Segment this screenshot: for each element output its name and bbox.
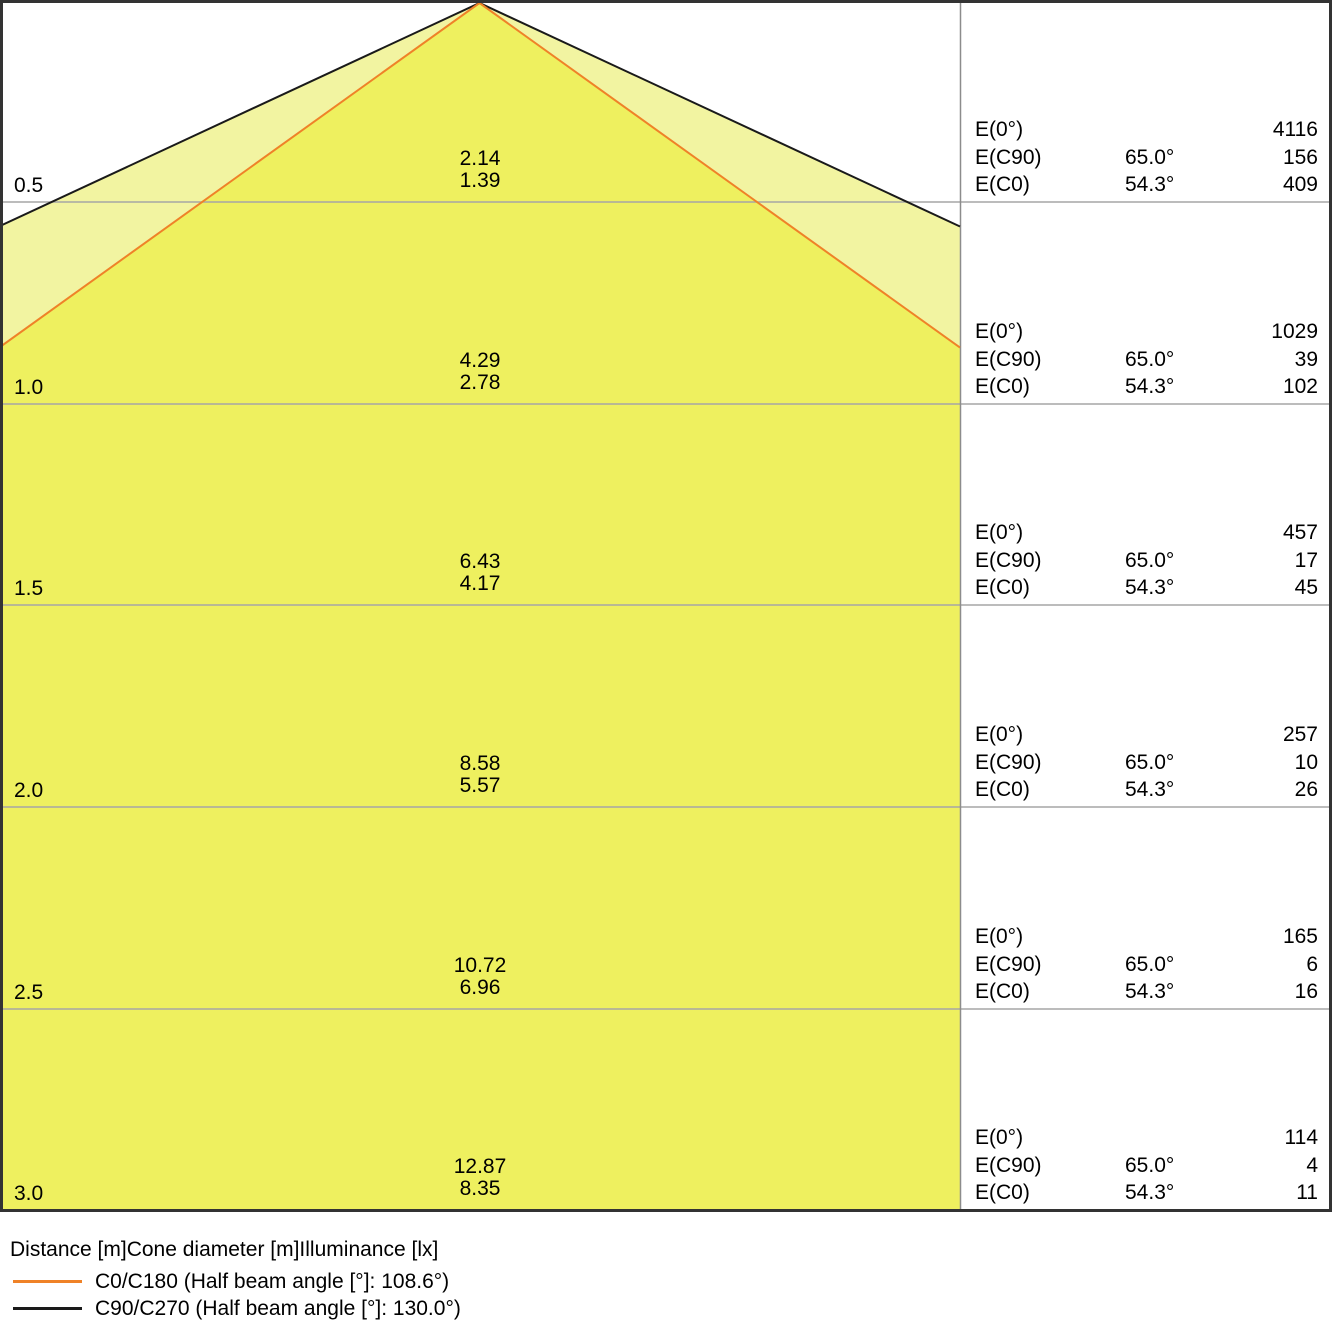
illuminance-block: E(0°) 1029 E(C90) 65.0° 39 E(C0) 54.3° 102 [975,318,1318,401]
ec90-angle: 65.0° [1125,952,1175,976]
e0-value: 1029 [1271,320,1318,343]
ec0-angle: 54.3° [1125,1181,1175,1204]
e0-label: E(0°) [975,320,1024,343]
ec0-value: 45 [1294,576,1318,599]
e0-label: E(0°) [975,1126,1024,1149]
ec90-value: 156 [1282,145,1318,169]
e0-value: 114 [1284,1126,1318,1149]
diagram-frame [0,0,1332,1212]
distance-label: 1.5 [14,577,44,600]
ec90-value: 4 [1306,1153,1318,1177]
ec90-angle: 65.0° [1125,1153,1175,1177]
ec90-angle: 65.0° [1125,548,1175,572]
ec0-value: 26 [1294,778,1318,801]
ec90-value: 10 [1294,750,1318,774]
ec0-angle: 54.3° [1125,173,1175,196]
ec90-label: E(C90) [975,347,1042,371]
cone-diameter-c0: 6.96 [459,976,501,999]
cone-diameter-labels: 10.72 6.96 [330,955,630,999]
cone-diameter-c0: 1.39 [459,169,501,192]
cone-plot [0,0,1332,1212]
ec0-angle: 54.3° [1125,375,1175,398]
illuminance-block: E(0°) 257 E(C90) 65.0° 10 E(C0) 54.3° 26 [975,721,1318,804]
c90-legend-label: C90/C270 (Half beam angle [°]: 130.0°) [95,1297,461,1320]
ec0-angle: 54.3° [1125,778,1175,801]
cone-diameter-c0: 8.35 [459,1177,501,1200]
ec0-angle: 54.3° [1125,980,1175,1003]
e0-label: E(0°) [975,118,1024,141]
ec0-label: E(C0) [975,980,1030,1003]
ec0-value: 11 [1296,1181,1318,1204]
cone-diameter-labels: 8.58 5.57 [330,753,630,797]
inner-beam-fill [0,3,960,1210]
e0-label: E(0°) [975,723,1024,746]
ec90-value: 39 [1294,347,1318,371]
cone-diameter-labels: 12.87 8.35 [330,1156,630,1200]
ec0-value: 102 [1282,375,1318,398]
cone-diameter-c90: 12.87 [453,1155,507,1178]
cone-diameter-c90: 6.43 [459,550,501,573]
distance-label: 0.5 [14,174,44,197]
ec90-label: E(C90) [975,548,1042,572]
ec90-label: E(C90) [975,145,1042,169]
distance-label: 2.5 [14,981,44,1004]
e0-value: 457 [1282,521,1318,544]
ec90-angle: 65.0° [1125,145,1175,169]
ec90-label: E(C90) [975,750,1042,774]
ec90-value: 6 [1306,952,1318,976]
cone-diameter-labels: 4.29 2.78 [330,350,630,394]
e0-value: 257 [1282,723,1318,746]
ec0-label: E(C0) [975,1181,1030,1204]
columns-caption: Distance [m]Cone diameter [m]Illuminance… [10,1238,439,1261]
c0-legend-label: C0/C180 (Half beam angle [°]: 108.6°) [95,1270,450,1293]
distance-label: 3.0 [14,1182,44,1205]
ec0-value: 16 [1294,980,1318,1003]
distance-label: 2.0 [14,779,44,802]
illuminance-block: E(0°) 165 E(C90) 65.0° 6 E(C0) 54.3° 16 [975,923,1318,1006]
c90-legend-line [13,1307,82,1310]
e0-label: E(0°) [975,925,1024,948]
cone-diameter-c0: 4.17 [459,572,501,595]
cone-diameter-c0: 2.78 [459,371,501,394]
ec0-label: E(C0) [975,173,1030,196]
e0-label: E(0°) [975,521,1024,544]
cone-diameter-labels: 6.43 4.17 [330,551,630,595]
e0-value: 4116 [1272,118,1318,141]
cone-diameter-c90: 2.14 [459,147,501,170]
ec90-angle: 65.0° [1125,750,1175,774]
ec90-label: E(C90) [975,952,1042,976]
distance-grid-lines [2,201,1330,1010]
ec0-label: E(C0) [975,375,1030,398]
illuminance-block: E(0°) 114 E(C90) 65.0° 4 E(C0) 54.3° 11 [975,1124,1318,1207]
cone-diameter-c90: 8.58 [459,752,501,775]
distance-label: 1.0 [14,376,44,399]
ec0-value: 409 [1282,173,1318,196]
e0-value: 165 [1282,925,1318,948]
illuminance-block: E(0°) 4116 E(C90) 65.0° 156 E(C0) 54.3° 409 [975,116,1318,199]
ec90-value: 17 [1294,548,1318,572]
cone-diameter-labels: 2.14 1.39 [330,148,630,192]
ec0-angle: 54.3° [1125,576,1175,599]
cone-diameter-c0: 5.57 [459,774,501,797]
ec0-label: E(C0) [975,576,1030,599]
cone-diameter-c90: 10.72 [453,954,507,977]
cone-diameter-c90: 4.29 [459,349,501,372]
c0-legend-line [13,1280,82,1283]
ec90-label: E(C90) [975,1153,1042,1177]
illuminance-block: E(0°) 457 E(C90) 65.0° 17 E(C0) 54.3° 45 [975,519,1318,602]
ec0-label: E(C0) [975,778,1030,801]
ec90-angle: 65.0° [1125,347,1175,371]
